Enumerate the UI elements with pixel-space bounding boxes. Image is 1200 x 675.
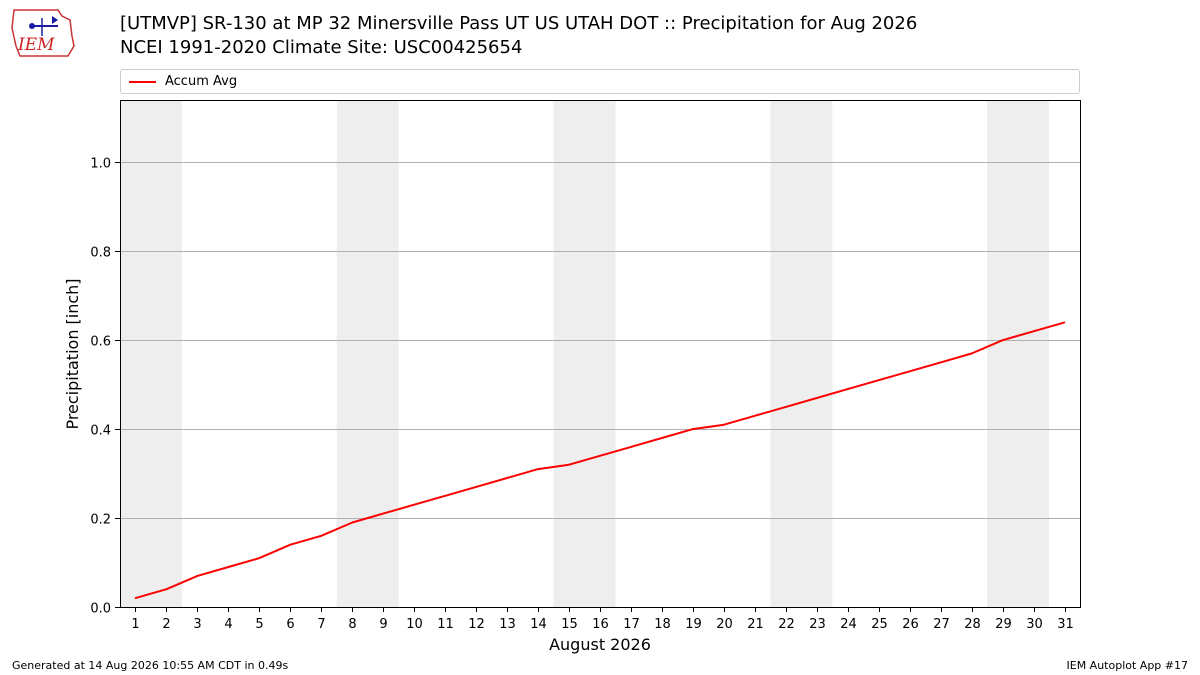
x-tick-label: 29 — [995, 617, 1012, 632]
data-point — [754, 414, 756, 417]
x-tick-label: 17 — [623, 617, 640, 632]
x-tick-label: 3 — [193, 617, 201, 632]
data-point — [630, 446, 632, 448]
data-point — [1001, 339, 1004, 341]
x-tick-label: 23 — [809, 617, 826, 632]
y-axis: 0.0 0.2 0.4 0.6 0.8 1.0 — [90, 157, 120, 617]
data-point — [537, 468, 539, 470]
data-point — [258, 557, 261, 559]
data-point — [1063, 321, 1066, 324]
x-tick-label: 18 — [654, 617, 671, 632]
data-point — [134, 597, 137, 599]
x-axis: 1 2 3 4 5 6 7 8 9 10 11 12 13 14 15 16 17 18 19 20 21 22 23 24 2… — [131, 607, 1074, 632]
data-point — [165, 588, 168, 591]
x-tick-label: 15 — [561, 617, 578, 632]
data-point — [382, 512, 385, 515]
chart-subtitle: NCEI 1991-2020 Climate Site: USC00425654 — [120, 37, 523, 58]
data-point — [413, 503, 415, 506]
data-point — [939, 361, 942, 364]
weekend-bands — [120, 100, 1050, 607]
x-tick-label: 11 — [437, 617, 454, 632]
x-tick-label: 1 — [131, 617, 139, 632]
x-tick-label: 20 — [716, 617, 733, 632]
y-tick-label: 1.0 — [90, 157, 111, 172]
data-point — [568, 463, 570, 466]
y-tick-label: 0.8 — [90, 246, 111, 261]
x-tick-label: 8 — [348, 617, 356, 632]
x-tick-label: 24 — [840, 617, 857, 632]
x-tick-label: 28 — [964, 617, 981, 632]
data-point — [661, 437, 663, 439]
x-tick-label: 4 — [224, 617, 232, 632]
data-point — [320, 535, 323, 537]
x-tick-label: 30 — [1026, 617, 1043, 632]
data-point — [846, 388, 849, 390]
weekend-band-3 — [770, 100, 833, 607]
weekend-band-0 — [120, 100, 182, 607]
data-point — [970, 352, 973, 355]
data-point — [351, 521, 354, 524]
data-point — [227, 566, 230, 568]
legend-label: Accum Avg — [165, 74, 238, 89]
x-tick-label: 6 — [286, 617, 294, 632]
x-tick-label: 14 — [530, 617, 547, 632]
footer-app-id: IEM Autoplot App #17 — [1066, 659, 1189, 672]
data-point — [289, 543, 292, 546]
x-tick-label: 9 — [379, 617, 387, 632]
x-tick-label: 19 — [685, 617, 702, 632]
x-tick-label: 21 — [747, 617, 764, 632]
x-tick-label: 22 — [778, 617, 795, 632]
iem-logo: IEM — [11, 9, 75, 57]
weekend-band-2 — [553, 100, 616, 607]
chart-title: [UTMVP] SR-130 at MP 32 Minersville Pass… — [120, 13, 918, 34]
y-tick-label: 0.6 — [90, 335, 111, 350]
weekend-band-4 — [987, 100, 1050, 607]
data-point — [475, 486, 477, 488]
weekend-band-1 — [336, 100, 399, 607]
data-point — [196, 575, 199, 577]
x-tick-label: 13 — [499, 617, 516, 632]
x-tick-label: 16 — [592, 617, 609, 632]
y-tick-label: 0.4 — [90, 424, 111, 439]
x-tick-label: 26 — [902, 617, 919, 632]
legend: Accum Avg — [120, 69, 1080, 94]
plot-frame — [120, 100, 1081, 608]
gridlines — [120, 162, 1080, 608]
x-tick-label: 27 — [933, 617, 950, 632]
data-point — [444, 495, 446, 497]
data-point — [1032, 330, 1035, 333]
x-tick-label: 5 — [255, 617, 263, 632]
data-point — [506, 477, 508, 479]
legend-swatch — [129, 81, 156, 83]
data-point — [692, 428, 694, 430]
data-point — [877, 379, 880, 381]
y-tick-label: 0.0 — [90, 602, 111, 617]
x-tick-label: 12 — [468, 617, 485, 632]
y-tick-label: 0.2 — [90, 513, 111, 528]
logo-text: IEM — [17, 35, 55, 55]
data-point — [723, 423, 725, 426]
data-point — [785, 406, 787, 408]
series-lines — [134, 321, 1066, 600]
x-tick-label: 2 — [162, 617, 170, 632]
footer-generated: Generated at 14 Aug 2026 10:55 AM CDT in… — [12, 659, 289, 672]
data-point — [908, 370, 911, 373]
x-tick-label: 25 — [871, 617, 888, 632]
data-point — [815, 397, 818, 399]
series-line-accum-avg — [135, 321, 1065, 600]
y-axis-label: Precipitation [inch] — [63, 278, 82, 429]
x-tick-label: 10 — [406, 617, 423, 632]
x-axis-label: August 2026 — [549, 635, 651, 654]
x-tick-label: 7 — [317, 617, 325, 632]
x-tick-label: 31 — [1057, 617, 1074, 632]
data-point — [599, 454, 601, 457]
